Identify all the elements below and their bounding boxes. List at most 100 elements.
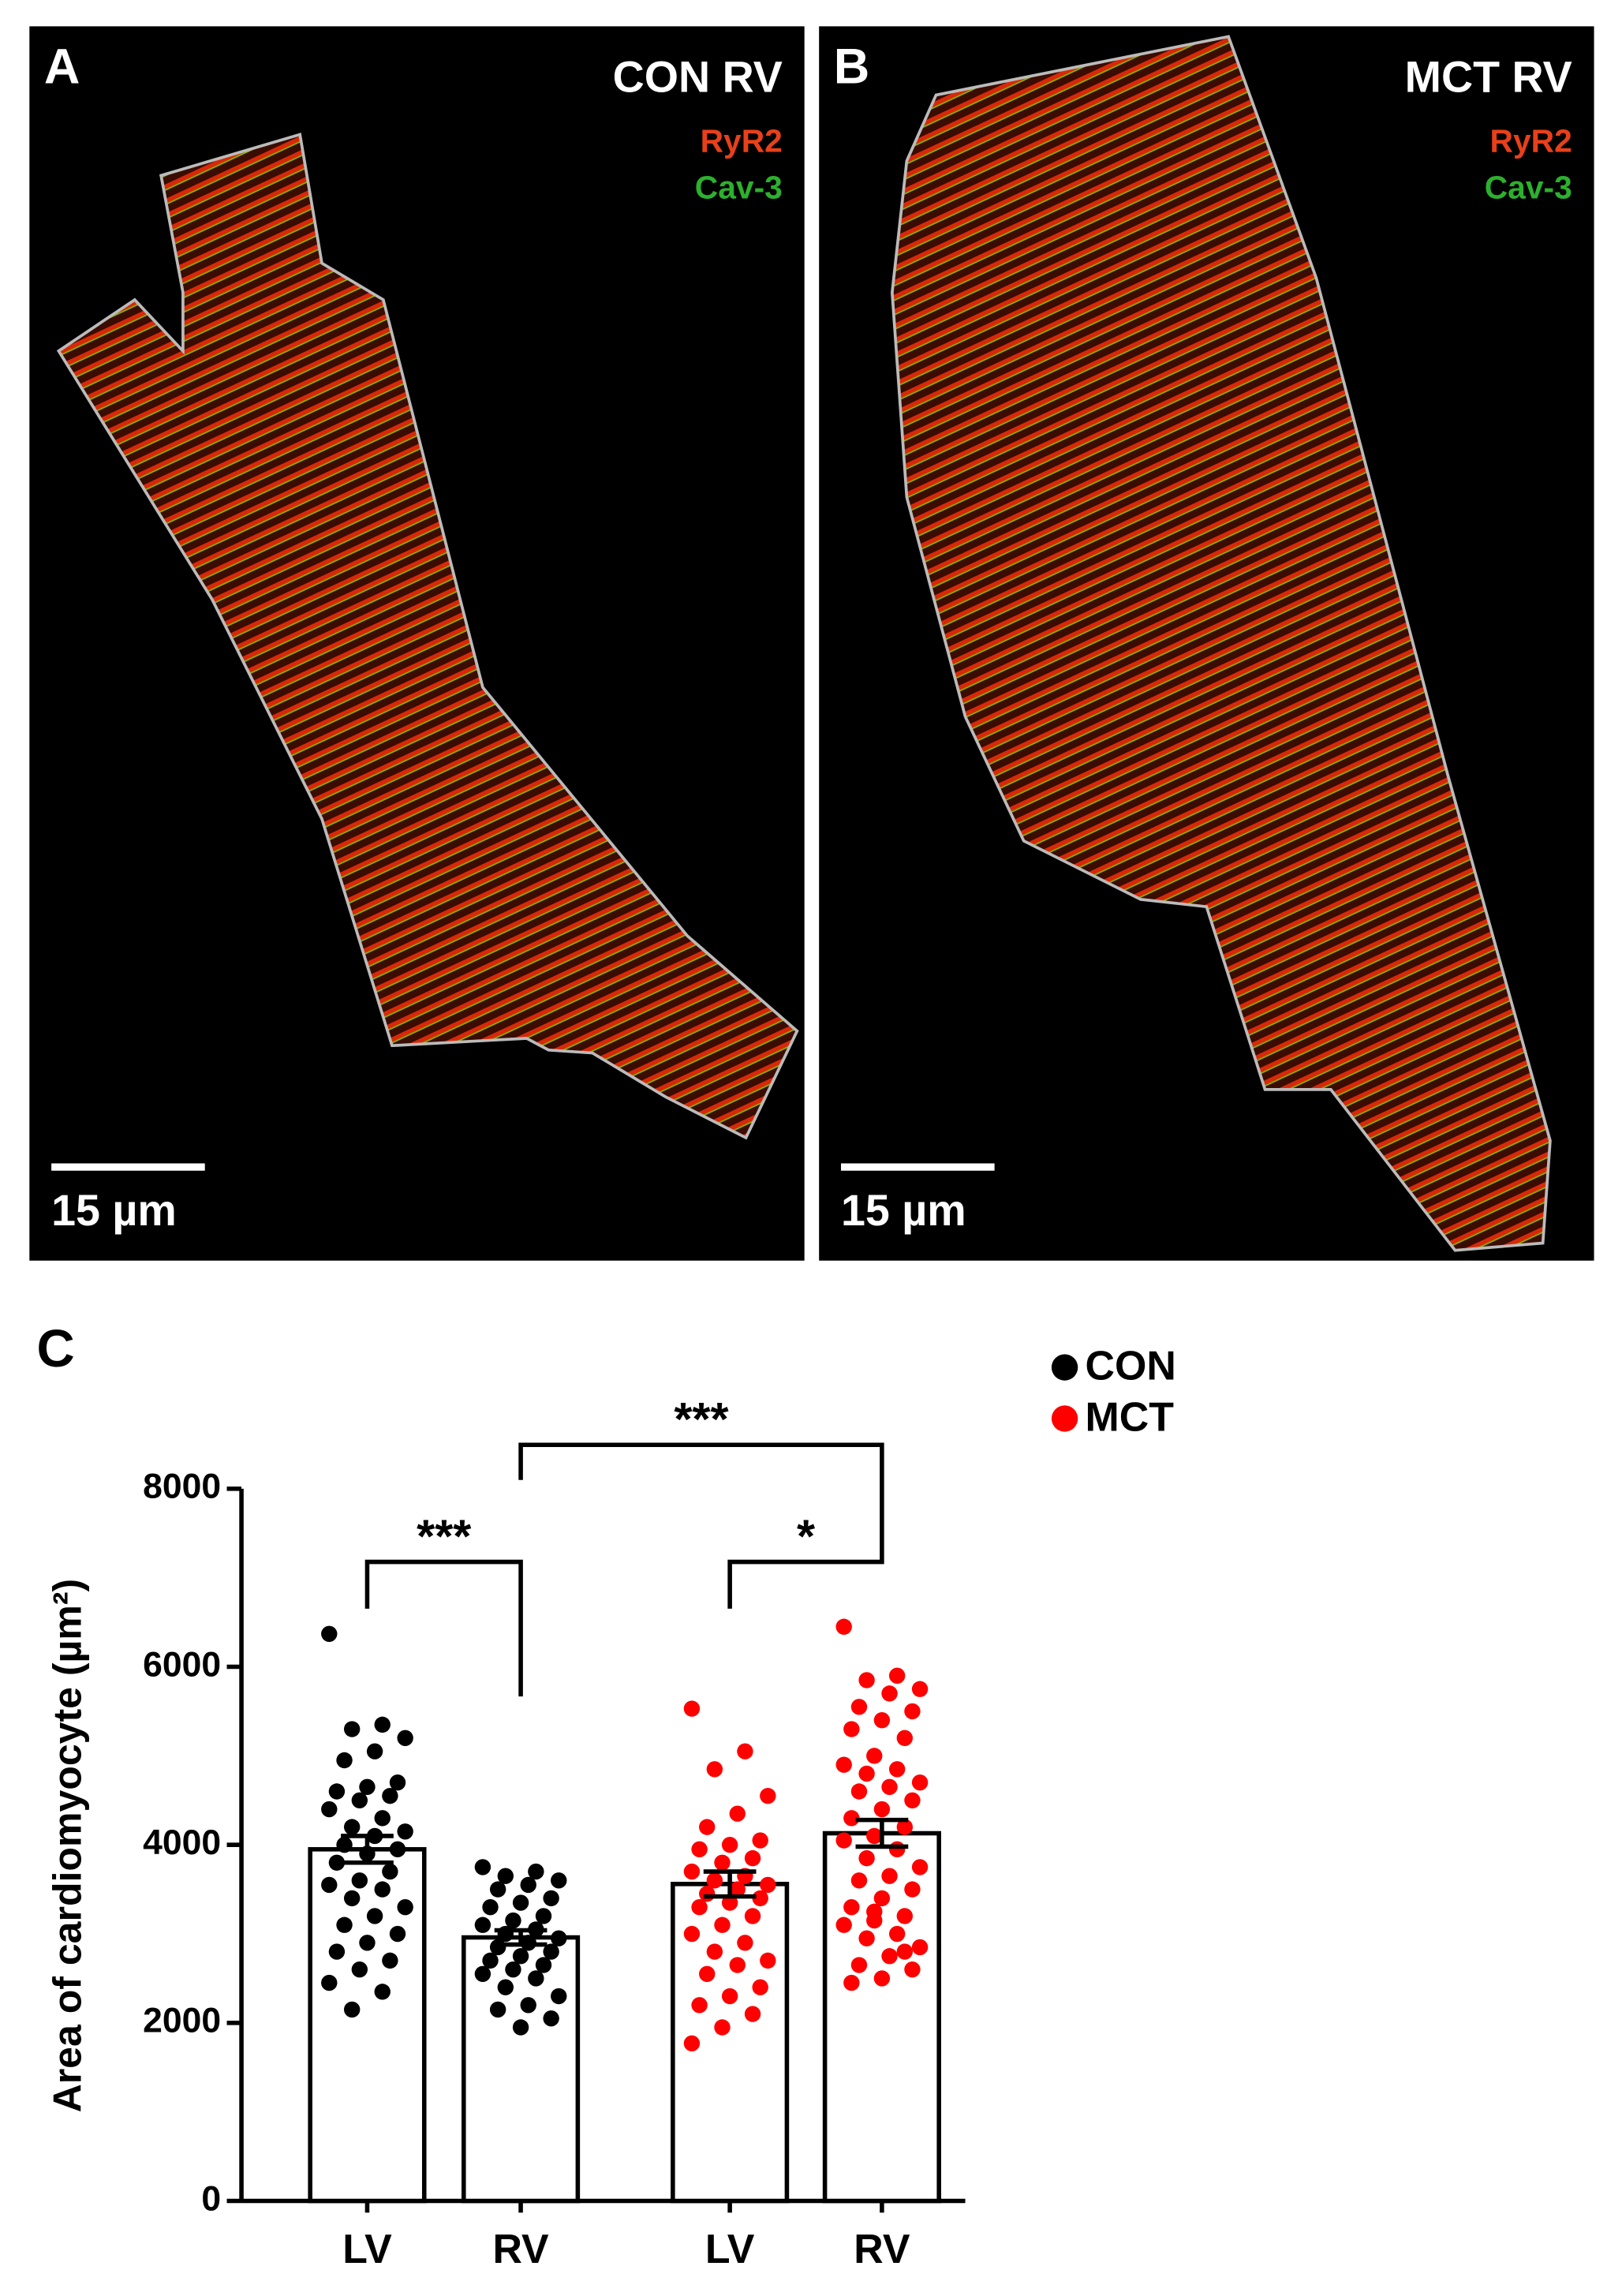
significance-label: * <box>797 1509 816 1562</box>
data-point <box>528 1863 544 1880</box>
panel-letter: A <box>44 39 80 95</box>
data-point <box>850 1783 868 1800</box>
significance-label: *** <box>417 1509 472 1562</box>
data-point <box>551 1872 567 1889</box>
data-point <box>520 1876 536 1894</box>
data-point <box>382 1863 398 1880</box>
stain-label: RyR2 <box>701 122 783 159</box>
data-point <box>489 2001 506 2018</box>
data-point <box>543 1943 559 1960</box>
error-bar <box>341 1834 394 1865</box>
data-point <box>535 1908 552 1924</box>
significance-bracket <box>727 1532 884 1609</box>
data-point <box>321 1801 338 1818</box>
data-point <box>858 1849 875 1867</box>
x-tick-label: RV <box>854 2226 910 2272</box>
data-point <box>866 1748 883 1764</box>
data-point <box>691 1841 708 1858</box>
data-point <box>721 1837 738 1853</box>
data-point <box>520 1997 536 2014</box>
data-point <box>551 1930 567 1946</box>
data-point <box>321 1876 338 1894</box>
data-point <box>512 1948 529 1965</box>
data-point <box>858 1672 875 1688</box>
data-point <box>714 1916 731 1933</box>
data-point <box>744 1908 761 1924</box>
data-point <box>482 1952 499 1969</box>
data-point <box>382 1787 398 1804</box>
data-point <box>343 1721 361 1737</box>
data-point <box>881 1778 898 1796</box>
data-point <box>888 1761 906 1778</box>
data-point <box>328 1783 346 1800</box>
y-axis-label: Area of cardiomyocyte (µm²) <box>45 1579 89 2113</box>
data-point <box>737 1935 753 1951</box>
data-point <box>343 2001 361 2018</box>
data-point <box>512 1894 529 1911</box>
data-point <box>858 1765 875 1782</box>
panel-letter: C <box>37 1320 75 1378</box>
data-point <box>835 1832 852 1849</box>
data-point <box>744 2006 761 2022</box>
y-tick-label: 0 <box>201 2179 221 2218</box>
data-point <box>904 1961 921 1978</box>
significance-label: *** <box>674 1393 729 1445</box>
data-point <box>721 1987 738 2005</box>
panel-label: CON RV <box>613 53 783 102</box>
data-point <box>397 1898 413 1916</box>
legend-marker <box>1051 1405 1078 1432</box>
data-point <box>760 1876 776 1894</box>
data-point <box>482 1898 499 1916</box>
data-point <box>699 1819 716 1835</box>
scale-label: 15 µm <box>51 1186 177 1235</box>
data-point <box>535 1957 552 1973</box>
data-point <box>760 1787 776 1804</box>
data-point <box>873 1712 891 1729</box>
y-tick-label: 4000 <box>143 1823 221 1862</box>
scale-label: 15 µm <box>841 1186 966 1235</box>
data-point <box>911 1859 929 1875</box>
data-point <box>843 1721 860 1737</box>
data-point <box>512 2019 529 2036</box>
legend-marker <box>1051 1354 1078 1381</box>
data-point <box>321 1625 338 1642</box>
data-point <box>691 1898 708 1916</box>
data-point <box>683 1925 701 1943</box>
data-point <box>843 1898 860 1916</box>
data-point <box>397 1823 413 1840</box>
data-point <box>683 1863 701 1880</box>
significance-bracket <box>518 1442 884 1533</box>
data-point <box>850 1699 868 1715</box>
x-tick-label: LV <box>705 2226 755 2272</box>
data-point <box>843 1810 860 1827</box>
cell-outline <box>891 35 1552 1252</box>
data-point <box>397 1729 413 1746</box>
data-point <box>343 1890 361 1907</box>
data-point <box>691 1997 708 2014</box>
data-point <box>474 1965 491 1982</box>
data-point <box>382 1952 398 1969</box>
data-point <box>737 1743 753 1759</box>
data-point <box>336 1752 353 1769</box>
data-point <box>729 1881 746 1898</box>
stain-label: RyR2 <box>1490 122 1572 159</box>
data-point <box>858 1930 875 1946</box>
data-point <box>374 1716 391 1733</box>
data-point <box>714 1854 731 1871</box>
data-point <box>911 1939 929 1956</box>
data-point <box>543 1890 559 1907</box>
data-point <box>366 1908 383 1924</box>
data-point <box>888 1925 906 1943</box>
data-point <box>374 1881 391 1898</box>
data-point <box>911 1681 929 1697</box>
data-point <box>729 1957 746 1973</box>
data-point <box>888 1841 906 1858</box>
panel-letter: B <box>834 39 870 95</box>
stain-label: Cav-3 <box>1485 170 1572 206</box>
data-point <box>835 1756 852 1773</box>
legend-label: MCT <box>1086 1393 1175 1439</box>
data-point <box>904 1703 921 1720</box>
data-point <box>683 2035 701 2052</box>
